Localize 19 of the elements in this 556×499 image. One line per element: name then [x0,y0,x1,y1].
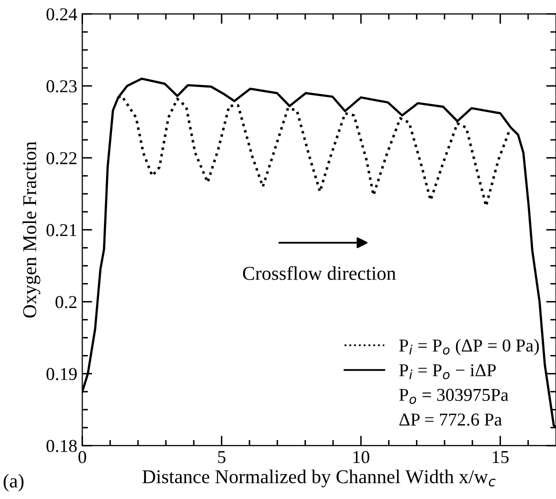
x-axis-title: Distance Normalized by Channel Width x/w$_{c}$ [142,470,496,488]
legend-label: P$_{i}$ = P$_{o}$ (ΔP = 0 Pa) [399,338,539,356]
legend-label: P$_{i}$ = P$_{o}$ − iΔP [399,364,496,380]
y-tick-label: 0.22 [46,152,76,164]
y-tick-label: 0.23 [46,80,77,92]
text: (a) [4,474,24,492]
annotation: P$_{o}$ = 303975Pa [399,388,508,404]
x-tick-label: 10 [354,450,370,464]
y-tick-label: 0.21 [46,224,76,236]
y-tick-label: 0.18 [46,440,77,452]
y-axis-title: Oxygen Mole Fraction [22,142,40,318]
x-tick-label: 15 [492,451,509,464]
y-tick-label: 0.19 [46,368,77,380]
y-tick-label: 0.24 [46,8,78,20]
annotation: Crossflow direction [242,266,396,280]
x-tick-label: 5 [218,451,226,464]
y-tick-label: 0.2 [56,296,76,308]
annotation: ΔP = 772.6 Pa [399,414,502,426]
x-tick-label: 0 [78,450,86,464]
